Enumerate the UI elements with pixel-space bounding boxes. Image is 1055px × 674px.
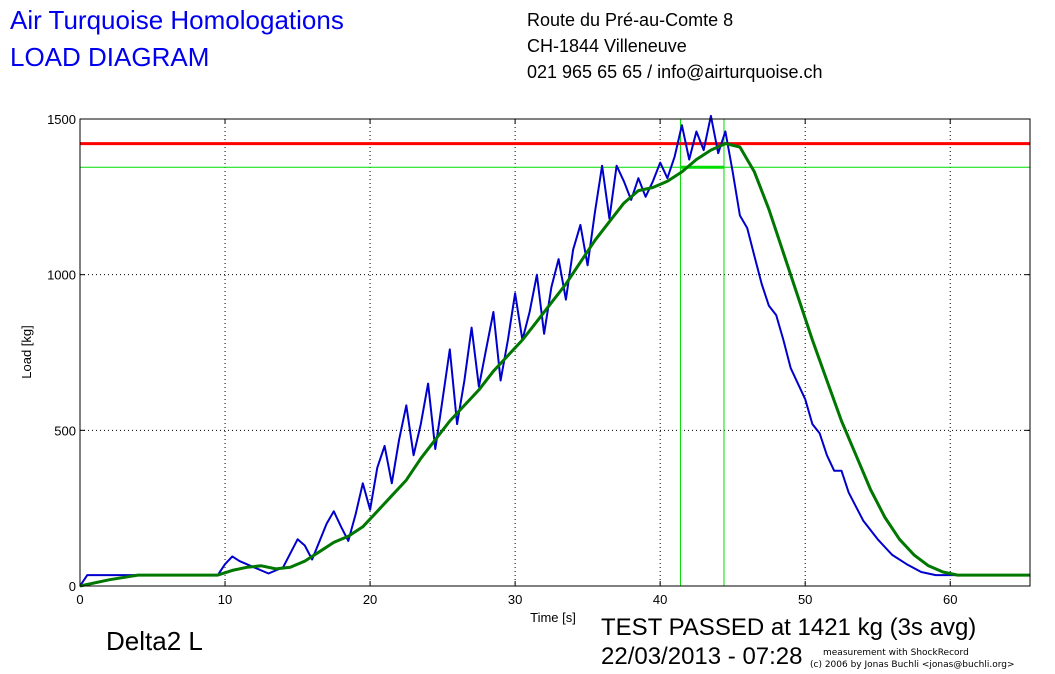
address-city: CH-1844 Villeneuve — [527, 36, 687, 56]
address-contact: 021 965 65 65 / info@airturquoise.ch — [527, 62, 823, 82]
series-lines — [79, 114, 1030, 588]
address-street: Route du Pré-au-Comte 8 — [527, 10, 734, 30]
test-result: TEST PASSED at 1421 kg (3s avg) — [601, 614, 977, 641]
y-axis-label: Load [kg] — [19, 325, 34, 379]
avg-load-series — [79, 142, 1030, 588]
credit-line-2: (c) 2006 by Jonas Buchli <jonas@buchli.o… — [810, 660, 1015, 670]
reference-lines — [80, 118, 1030, 586]
report-title: Air Turquoise Homologations — [10, 5, 344, 35]
axis-ticks: 0 10 20 30 40 50 60 0 500 1000 1500 — [47, 112, 1030, 607]
x-tick-label: 40 — [653, 592, 667, 607]
test-datetime: 22/03/2013 - 07:28 — [601, 643, 803, 670]
x-tick-label: 20 — [363, 592, 377, 607]
x-tick-label: 60 — [943, 592, 957, 607]
x-tick-label: 50 — [798, 592, 812, 607]
x-tick-label: 0 — [76, 592, 83, 607]
y-tick-label: 1000 — [47, 268, 76, 283]
y-tick-label: 500 — [54, 423, 76, 438]
raw-load-series — [79, 114, 1030, 587]
x-axis-label: Time [s] — [530, 610, 576, 625]
glider-model: Delta2 L — [106, 626, 203, 656]
plot-frame — [79, 118, 1031, 587]
grid-lines — [80, 119, 1030, 586]
y-tick-label: 1500 — [47, 112, 76, 127]
x-tick-label: 10 — [218, 592, 232, 607]
credit-line-1: measurement with ShockRecord — [823, 648, 969, 658]
y-tick-label: 0 — [69, 579, 76, 594]
report-subtitle: LOAD DIAGRAM — [10, 42, 210, 72]
x-tick-label: 30 — [508, 592, 522, 607]
